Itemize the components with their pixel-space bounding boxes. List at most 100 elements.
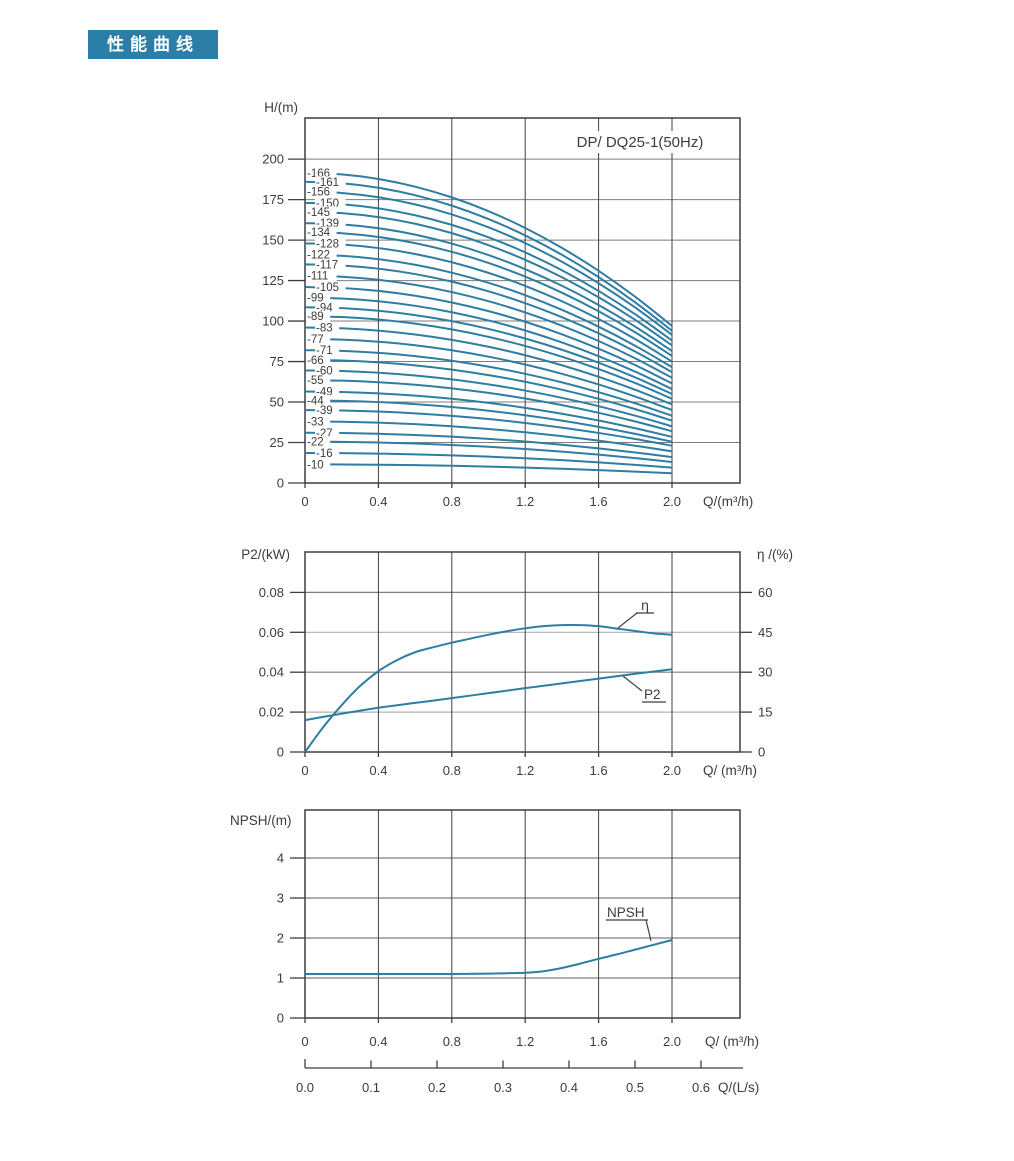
y-tick-label-left: 0.02 xyxy=(259,705,284,720)
y-tick-label: 4 xyxy=(277,851,284,866)
curve-label: -117 xyxy=(316,259,338,271)
x-tick-label: 0 xyxy=(301,763,308,778)
curve-label-bg xyxy=(315,344,340,356)
x-axis-name: Q/ (m³/h) xyxy=(703,763,757,778)
curve-label: -60 xyxy=(316,365,333,377)
y-axis-name-right: η /(%) xyxy=(757,547,793,562)
x-axis-name: Q/ (m³/h) xyxy=(705,1034,759,1049)
pump-curve--134 xyxy=(304,230,673,357)
ls-tick-label: 0.2 xyxy=(428,1080,446,1095)
y-tick-label: 125 xyxy=(262,273,284,288)
pump-curve--156 xyxy=(304,190,673,336)
y-tick-label-left: 0 xyxy=(277,745,284,760)
y-tick-label-right: 60 xyxy=(758,585,772,600)
curve-label: -145 xyxy=(307,207,330,219)
ls-axis-name: Q/(L/s) xyxy=(718,1080,759,1095)
x-tick-label: 0.4 xyxy=(369,494,387,509)
curve-label-bg xyxy=(306,415,331,427)
power-efficiency-chart: 0.08 0.06 0.04 0.02 0 60 45 30 15 0 0 0.4 0.8 1.2 1.6 2… xyxy=(241,547,793,778)
npsh-curve xyxy=(304,939,673,976)
curve-label-bg xyxy=(306,226,337,238)
curve-label-bg xyxy=(315,217,346,229)
curve-label-bg xyxy=(306,374,331,386)
curve-label: -99 xyxy=(307,293,324,305)
ls-tick-label: 0.6 xyxy=(692,1080,710,1095)
pump-curve--44 xyxy=(304,399,673,443)
curve-label-bg xyxy=(315,301,340,313)
y-axis-name-left: P2/(kW) xyxy=(241,547,290,562)
x-axis-name: Q/(m³/h) xyxy=(703,494,753,509)
y-tick-label: 1 xyxy=(277,971,284,986)
y-tick-label-right: 45 xyxy=(758,625,772,640)
curve-label-bg xyxy=(306,167,337,179)
y-axis-name: NPSH/(m) xyxy=(230,813,292,828)
chart-title: DP/ DQ25-1(50Hz) xyxy=(577,134,704,151)
curve-label-bg xyxy=(306,292,331,304)
curve-label-bg xyxy=(315,404,340,416)
npsh-chart: 0 1 2 3 4 0 0.4 0.8 1.2 1.6 2.0 NPSH NPSH/(m) Q/ (m³/… xyxy=(230,809,759,1095)
pump-curve--33 xyxy=(304,420,673,453)
plot-frame xyxy=(304,551,741,753)
y-tick-label-left: 0.08 xyxy=(259,585,284,600)
curve-label: -161 xyxy=(316,177,339,189)
x-tick-label: 0.8 xyxy=(443,494,461,509)
x-tick-label: 2.0 xyxy=(663,494,681,509)
y-axis-name: H/(m) xyxy=(264,100,298,115)
x-tick-label: 1.6 xyxy=(590,763,608,778)
pump-curve--10 xyxy=(304,463,673,475)
head-flow-chart: 0 25 50 75 100 125 150 175 200 0 0.4 0.8 1.2 1.6 2.0 -1… xyxy=(262,100,753,509)
curve-label-bg xyxy=(306,186,337,198)
curve-label: -156 xyxy=(307,187,330,199)
pump-curve--128 xyxy=(304,242,673,363)
curve-label: -83 xyxy=(316,323,333,335)
pump-curve--71 xyxy=(304,349,673,417)
pump-curve--22 xyxy=(304,440,673,463)
x-tick-label: 1.6 xyxy=(590,1034,608,1049)
curve-label: -128 xyxy=(316,238,339,250)
x-tick-label: 1.2 xyxy=(516,1034,534,1049)
npsh-leader-line xyxy=(645,919,652,942)
y-tick-label: 0 xyxy=(277,1011,284,1026)
curve-label: -66 xyxy=(307,355,324,367)
x-tick-label: 0 xyxy=(301,494,308,509)
pump-curve--55 xyxy=(304,379,673,433)
curve-label-bg xyxy=(306,436,331,448)
efficiency-curve xyxy=(304,623,673,753)
ls-tick-label: 0.1 xyxy=(362,1080,380,1095)
pump-curve--122 xyxy=(304,253,673,369)
curve-label-bg xyxy=(315,197,346,209)
pump-curve--105 xyxy=(304,286,673,385)
pump-curve--94 xyxy=(304,306,673,395)
pump-curve--27 xyxy=(304,431,673,459)
pump-curve--111 xyxy=(304,274,673,379)
p2-curve xyxy=(304,668,673,722)
curve-label-bg xyxy=(315,447,340,459)
p2-leader-line xyxy=(622,675,643,692)
curve-label: -22 xyxy=(307,437,324,449)
x-tick-label: 0 xyxy=(301,1034,308,1049)
x-tick-label: 0.4 xyxy=(369,763,387,778)
curve-label: -33 xyxy=(307,416,324,428)
curve-label: -55 xyxy=(307,375,324,387)
y-tick-label: 175 xyxy=(262,192,284,207)
curve-label-bg xyxy=(306,310,331,322)
curve-label: -111 xyxy=(307,271,328,283)
curve-label: -134 xyxy=(307,227,331,239)
curve-label-bg xyxy=(306,354,331,366)
plot-frame xyxy=(304,809,741,1019)
curve-label: -77 xyxy=(307,334,324,346)
eta-leader-line xyxy=(617,612,638,629)
ls-tick-label: 0.3 xyxy=(494,1080,512,1095)
ls-tick-label: 0.0 xyxy=(296,1080,314,1095)
pump-curve--89 xyxy=(304,315,673,400)
pump-curve--99 xyxy=(304,296,673,390)
eta-curve-label: η xyxy=(641,597,649,613)
curve-label: -105 xyxy=(316,282,339,294)
pump-curve--39 xyxy=(304,409,673,447)
x-tick-label: 2.0 xyxy=(663,1034,681,1049)
y-tick-label: 3 xyxy=(277,891,284,906)
npsh-curve-label: NPSH xyxy=(607,905,645,920)
curve-label: -39 xyxy=(316,405,333,417)
